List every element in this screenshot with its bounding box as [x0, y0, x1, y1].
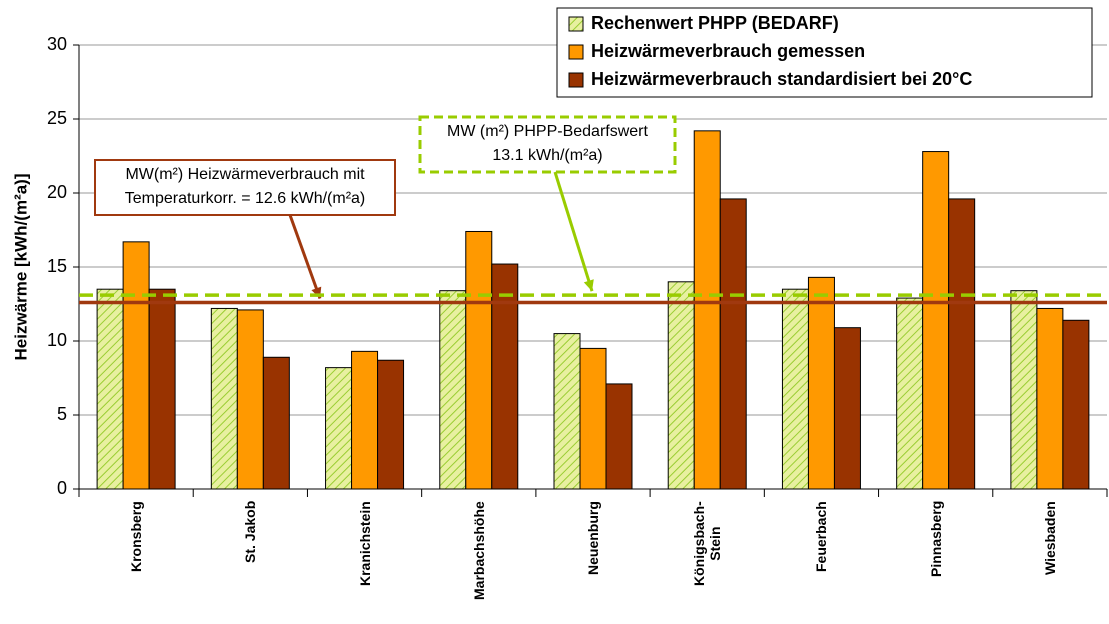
bar [693, 130, 721, 490]
x-tick-label: St. Jakob [242, 500, 259, 563]
bar [262, 356, 290, 490]
y-tick-label: 15 [47, 256, 67, 276]
bar [719, 198, 747, 490]
bar [148, 288, 176, 490]
bar [896, 297, 924, 490]
legend-label: Heizwärmeverbrauch standardisiert bei 20… [591, 69, 972, 89]
y-tick-label: 25 [47, 108, 67, 128]
legend-swatch [568, 72, 584, 88]
x-tick-label: Neuenburg [585, 501, 601, 575]
legend-label: Rechenwert PHPP (BEDARF) [591, 13, 839, 33]
legend-label: Heizwärmeverbrauch gemessen [591, 41, 865, 61]
bar [96, 288, 124, 490]
bar [377, 359, 405, 490]
annotation-text: Temperaturkorr. = 12.6 kWh/(m²a) [125, 190, 366, 207]
bar [1062, 319, 1090, 490]
bar [807, 276, 835, 490]
bar [1036, 307, 1064, 490]
annotation-arrowhead [583, 279, 594, 292]
annotation-arrow [553, 171, 594, 292]
bar [210, 307, 238, 490]
annotation-arrow [288, 214, 322, 300]
bar [605, 383, 633, 490]
y-tick-label: 10 [47, 330, 67, 350]
bar [948, 198, 976, 490]
x-tick-label: Marbachshöhe [470, 501, 487, 600]
y-tick-label: 5 [57, 404, 67, 424]
x-tick-label: Feuerbach [813, 501, 830, 572]
bar [579, 347, 607, 490]
bar [922, 151, 950, 490]
bar [439, 290, 467, 490]
bar [667, 281, 695, 490]
annotation-text: MW(m²) Heizwärmeverbrauch mit [125, 166, 365, 183]
y-tick-label: 30 [47, 34, 67, 54]
y-tick-label: 20 [47, 182, 67, 202]
bar [351, 350, 379, 490]
y-tick-label: 0 [57, 478, 67, 498]
x-tick-label: Königsbach- Stein [691, 501, 724, 586]
x-tick-label: Kranichstein [356, 501, 373, 586]
annotation-box [94, 159, 396, 216]
bar [491, 263, 519, 490]
annotation-box [418, 115, 677, 174]
bar [553, 333, 581, 490]
annotation-text: MW (m²) PHPP-Bedarfswert [447, 123, 648, 140]
legend-swatch [568, 44, 584, 60]
x-tick-label: Pinnasberg [927, 500, 944, 577]
bar [833, 327, 861, 490]
annotation-text: 13.1 kWh/(m²a) [492, 147, 602, 164]
y-axis-label: Heizwärme [kWh/(m²a)] [11, 173, 30, 360]
bar [122, 241, 150, 490]
bar [1010, 290, 1038, 490]
legend-swatch [568, 16, 584, 32]
legend-box [556, 7, 1093, 98]
x-tick-label: Kronsberg [128, 501, 145, 572]
bar [325, 367, 353, 490]
bar [236, 309, 264, 490]
x-tick-label: Wiesbaden [1041, 501, 1058, 575]
bar [465, 230, 493, 490]
bar [781, 288, 809, 490]
